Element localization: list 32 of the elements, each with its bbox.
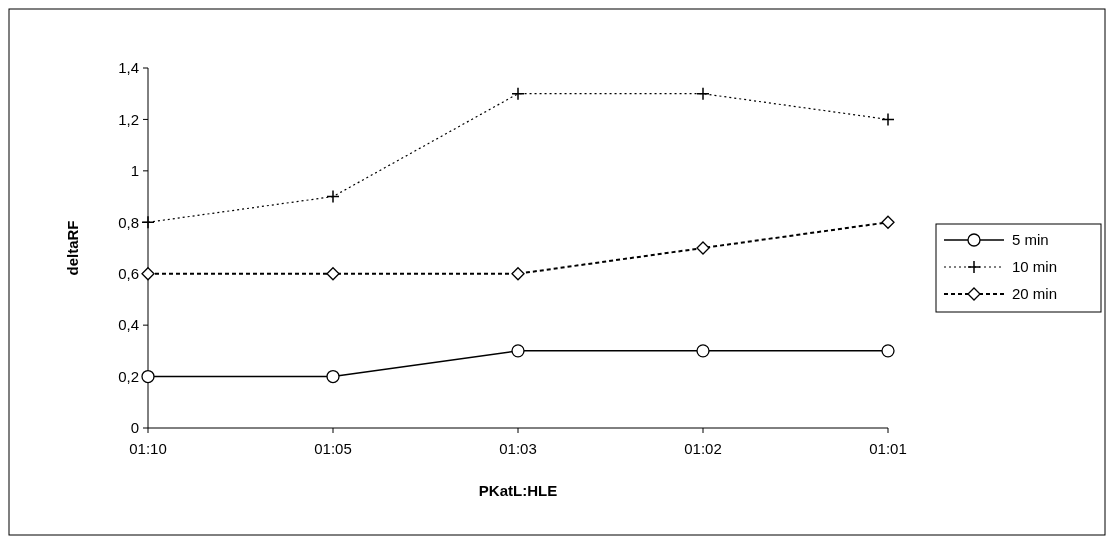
legend-label: 5 min (1012, 231, 1049, 249)
point (326, 267, 340, 281)
point (511, 267, 525, 281)
x-axis-title: PKatL:HLE (478, 482, 558, 499)
x-tick-label: 01:10 (129, 440, 167, 457)
x-tick-label: 01:01 (869, 440, 907, 457)
point (141, 215, 155, 230)
point (141, 369, 155, 384)
point (696, 86, 710, 101)
point (881, 215, 895, 229)
y-tick-label: 0,6 (118, 264, 139, 282)
point (881, 112, 895, 127)
legend-label: 20 min (1012, 285, 1058, 303)
y-tick-label: 0,4 (118, 316, 139, 334)
point (511, 344, 525, 358)
x-tick-label: 01:05 (314, 440, 352, 457)
point (141, 267, 155, 281)
y-tick-label: 0 (130, 419, 139, 437)
y-tick-label: 0,2 (118, 367, 139, 385)
x-tick-label: 01:02 (684, 440, 722, 457)
y-axis-title: deltaRF (64, 220, 81, 276)
y-tick-label: 1,4 (118, 59, 139, 77)
point (326, 189, 340, 204)
x-tick-label: 01:03 (499, 440, 537, 457)
y-tick-label: 1,2 (118, 110, 139, 128)
point (511, 86, 525, 101)
y-tick-label: 0,8 (118, 213, 139, 231)
y-tick-label: 1 (130, 162, 139, 180)
point (881, 344, 895, 358)
point (696, 344, 710, 358)
point (326, 369, 340, 384)
legend-label: 10 min (1012, 258, 1058, 276)
